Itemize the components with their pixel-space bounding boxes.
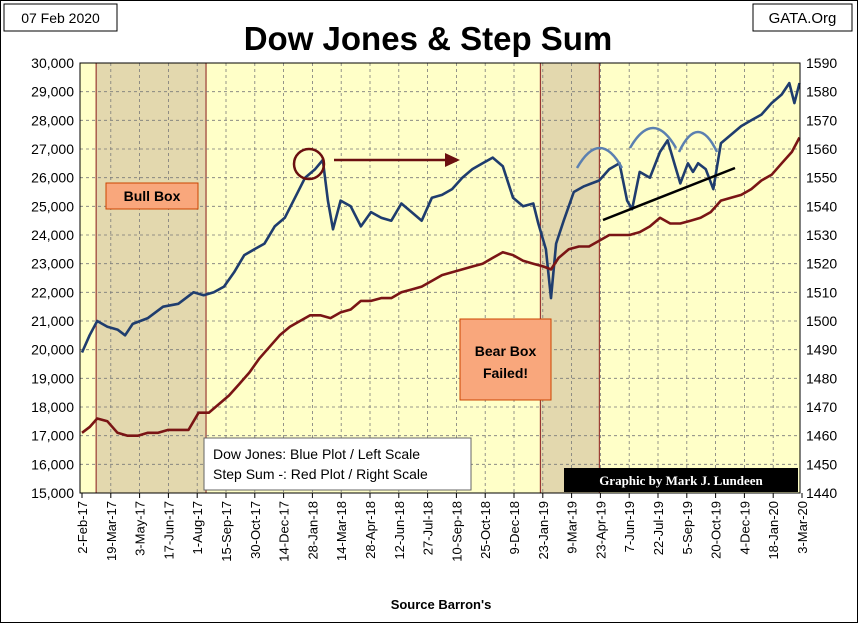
left-tick-label: 18,000	[31, 399, 74, 415]
left-axis-ticks: 15,000 16,000 17,000 18,000 19,000 20,000 21,0…	[31, 55, 74, 501]
left-tick-label: 23,000	[31, 256, 74, 272]
x-tick-label: 23-Apr-19	[593, 501, 608, 559]
hump-3	[677, 130, 719, 153]
bear-box-label-line2: Failed!	[483, 365, 528, 381]
plot-border	[79, 62, 801, 494]
x-tick-label: 27-Jul-18	[421, 501, 436, 555]
right-tick-label: 1450	[806, 456, 837, 472]
x-tick-label: 2-Feb-17	[75, 501, 90, 554]
hump-1	[575, 146, 624, 169]
x-tick-label: 12-Jun-18	[392, 501, 407, 560]
left-tick-label: 20,000	[31, 342, 74, 358]
source-box	[752, 3, 853, 32]
x-tick-label: 7-Jun-19	[622, 501, 637, 552]
x-tick-label: 15-Sep-17	[219, 501, 234, 562]
source-label: GATA.Org	[769, 10, 837, 27]
right-tick-label: 1580	[806, 84, 837, 100]
x-tick-label: 9-Mar-19	[565, 501, 580, 554]
left-tick-label: 17,000	[31, 428, 74, 444]
left-tick-label: 22,000	[31, 284, 74, 300]
left-tick-label: 15,000	[31, 485, 74, 501]
left-tick-label: 29,000	[31, 84, 74, 100]
x-tick-label: 22-Jul-19	[651, 501, 666, 555]
x-tick-label: 17-Jun-17	[161, 501, 176, 560]
left-tick-label: 16,000	[31, 456, 74, 472]
right-tick-label: 1520	[806, 256, 837, 272]
x-tick-label: 25-Oct-18	[478, 501, 493, 559]
date-label: 07 Feb 2020	[21, 10, 100, 26]
right-tick-label: 1460	[806, 428, 837, 444]
left-tick-label: 26,000	[31, 170, 74, 186]
left-tick-label: 21,000	[31, 313, 74, 329]
hump-2	[628, 126, 678, 149]
x-tick-label: 1-Aug-17	[190, 501, 205, 554]
credit-box	[564, 468, 798, 492]
right-tick-label: 1510	[806, 284, 837, 300]
x-tick-label: 9-Dec-18	[507, 501, 522, 554]
series-layer	[80, 81, 801, 437]
right-tick-label: 1550	[806, 170, 837, 186]
chart-title: Dow Jones & Step Sum	[244, 20, 613, 57]
left-tick-label: 19,000	[31, 370, 74, 386]
x-tick-label: 28-Jan-18	[305, 501, 320, 560]
legend-line-2: Step Sum -: Red Plot / Right Scale	[213, 466, 428, 482]
left-tick-label: 24,000	[31, 227, 74, 243]
arrow-head	[445, 153, 460, 167]
bull-box-label: Bull Box	[124, 188, 181, 204]
bear-box-label-line1: Bear Box	[475, 343, 537, 359]
x-tick-label: 28-Apr-18	[363, 501, 378, 559]
right-tick-label: 1530	[806, 227, 837, 243]
x-tick-label: 10-Sep-18	[449, 501, 464, 562]
right-tick-label: 1480	[806, 370, 837, 386]
x-tick-label: 3-Mar-20	[795, 501, 810, 554]
x-axis-ticks: 2-Feb-17 19-Mar-17 3-May-17 17-Jun-17 1-Aug-…	[75, 493, 810, 562]
dow-jones-line	[80, 81, 801, 354]
right-tick-label: 1490	[806, 342, 837, 358]
bear-box-label-bg	[459, 318, 552, 401]
x-tick-label: 23-Jan-19	[536, 501, 551, 560]
right-tick-label: 1540	[806, 198, 837, 214]
x-tick-label: 4-Dec-19	[737, 501, 752, 554]
left-tick-label: 27,000	[31, 141, 74, 157]
right-tick-label: 1560	[806, 141, 837, 157]
step-sum-line	[81, 136, 801, 437]
shaded-box-0	[95, 62, 207, 494]
right-tick-label: 1570	[806, 112, 837, 128]
bull-box-label-bg	[105, 182, 199, 210]
annotation-layer: Bull Box Bear Box Failed! Dow Jones: Blu…	[105, 126, 798, 492]
x-tick-label: 18-Jan-20	[766, 501, 781, 560]
x-tick-label: 20-Oct-19	[709, 501, 724, 559]
legend-box	[203, 437, 472, 491]
left-tick-label: 25,000	[31, 198, 74, 214]
shaded-periods	[95, 62, 600, 494]
legend-line-1: Dow Jones: Blue Plot / Left Scale	[213, 446, 420, 462]
right-tick-label: 1500	[806, 313, 837, 329]
left-tick-label: 28,000	[31, 112, 74, 128]
x-tick-label: 14-Dec-17	[277, 501, 292, 562]
x-tick-label: 14-Mar-18	[334, 501, 349, 561]
x-tick-label: 3-May-17	[133, 501, 148, 556]
x-axis-label: Source Barron's	[391, 597, 492, 612]
peak-circle	[292, 147, 326, 181]
x-tick-label: 5-Sep-19	[680, 501, 695, 554]
right-tick-label: 1440	[806, 485, 837, 501]
x-tick-label: 30-Oct-17	[248, 501, 263, 559]
x-tick-label: 19-Mar-17	[104, 501, 119, 561]
trend-line	[602, 166, 736, 222]
right-tick-label: 1590	[806, 55, 837, 71]
left-tick-label: 30,000	[31, 55, 74, 71]
credit-label: Graphic by Mark J. Lundeen	[599, 473, 763, 488]
right-tick-label: 1470	[806, 399, 837, 415]
date-box	[3, 3, 118, 32]
right-axis-ticks: 1440 1450 1460 1470 1480 1490 1500 1510 1520 1530…	[806, 55, 837, 501]
